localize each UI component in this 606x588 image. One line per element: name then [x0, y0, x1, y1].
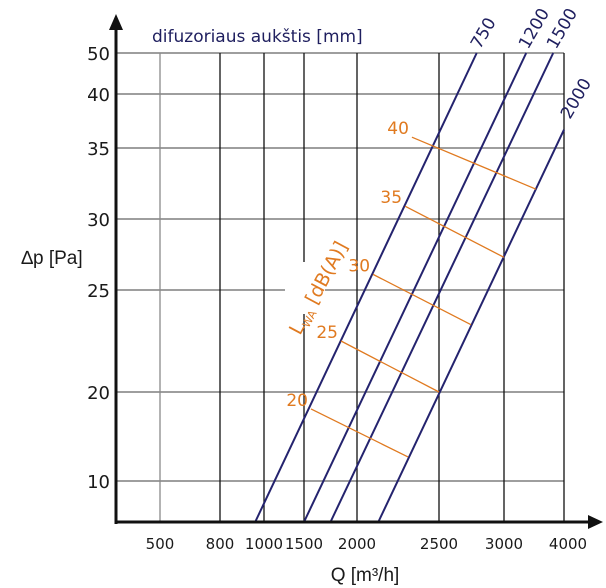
x-axis-label: Q [m³/h]	[331, 565, 400, 586]
chart-title: difuzoriaus aukštis [mm]	[152, 27, 363, 47]
grid	[116, 52, 565, 522]
sound-level-label-35: 35	[380, 188, 402, 208]
sound-level-line-25	[340, 340, 440, 393]
y-tick-label: 35	[87, 139, 110, 160]
sound-level-label-40: 40	[387, 119, 409, 139]
series-line-2000	[377, 129, 565, 523]
series-line-1500	[329, 52, 555, 523]
y-tick-label: 30	[87, 210, 110, 231]
x-axis-arrow	[588, 515, 603, 529]
y-tick-label: 25	[87, 281, 110, 302]
y-tick-label: 50	[87, 44, 110, 65]
sound-level-lines: 40 35 30 25 20	[286, 119, 537, 458]
lwa-label-mask	[285, 262, 325, 314]
x-tick-label: 1000	[245, 535, 283, 553]
y-tick-label: 10	[87, 472, 110, 493]
label-mask	[285, 285, 325, 295]
sound-level-line-40	[411, 136, 537, 190]
axes	[109, 14, 603, 529]
y-axis-label: ∆p [Pa]	[21, 248, 82, 269]
sound-level-label-20: 20	[286, 391, 308, 411]
series-label-2000: 2000	[557, 75, 596, 122]
sound-level-label-25: 25	[316, 323, 338, 343]
y-tick-label: 40	[87, 85, 110, 106]
x-tick-label: 2500	[420, 535, 458, 553]
y-tick-label: 20	[87, 383, 110, 404]
x-tick-label: 1500	[285, 535, 323, 553]
sound-level-line-20	[310, 408, 409, 458]
series-label-750: 750	[467, 14, 501, 52]
series-line-1200	[303, 52, 528, 523]
sound-level-label-30: 30	[348, 256, 370, 276]
sound-level-line-30	[372, 273, 472, 326]
tick-labels: 10 20 25 30 35 40 50 500 800 1000 1500 2000 2500 3000…	[87, 44, 587, 553]
x-tick-label: 800	[206, 535, 235, 553]
x-tick-label: 500	[146, 535, 175, 553]
series-line-750	[254, 52, 478, 523]
x-tick-label: 2000	[338, 535, 376, 553]
sound-level-line-35	[404, 205, 505, 258]
y-axis-arrow	[109, 14, 123, 30]
x-tick-label: 4000	[549, 535, 587, 553]
x-tick-label: 3000	[485, 535, 523, 553]
